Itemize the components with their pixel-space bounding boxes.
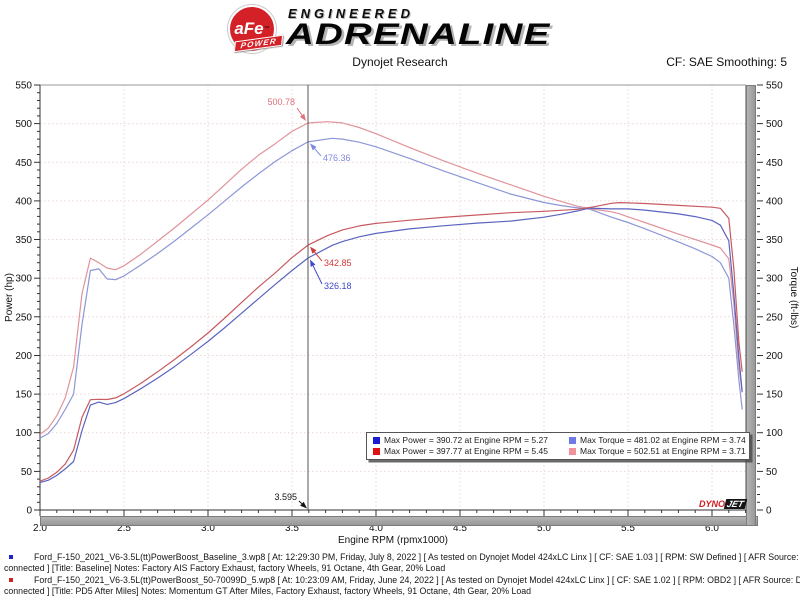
svg-text:100: 100 bbox=[15, 428, 32, 439]
svg-text:500.78: 500.78 bbox=[267, 97, 295, 107]
svg-text:2.0: 2.0 bbox=[33, 523, 47, 534]
svg-text:450: 450 bbox=[766, 158, 783, 169]
svg-text:200: 200 bbox=[15, 351, 32, 362]
trademark-symbol: ™ bbox=[263, 26, 270, 32]
svg-text:2.5: 2.5 bbox=[117, 523, 131, 534]
svg-text:50: 50 bbox=[21, 467, 33, 478]
svg-text:400: 400 bbox=[15, 196, 32, 207]
legend-item-max-power-baseline: Max Power = 390.72 at Engine RPM = 5.27 bbox=[373, 435, 569, 445]
svg-text:326.18: 326.18 bbox=[324, 281, 352, 291]
svg-text:150: 150 bbox=[766, 390, 783, 401]
chart-title: Dynojet Research bbox=[352, 55, 448, 69]
run-description-baseline: Ford_F-150_2021_V6-3.5L(tt)PowerBoost_Ba… bbox=[4, 552, 800, 575]
svg-text:4.5: 4.5 bbox=[453, 523, 467, 534]
svg-text:100: 100 bbox=[766, 428, 783, 439]
svg-text:342.85: 342.85 bbox=[324, 258, 352, 268]
run-line: Ford_F-150_2021_V6-3.5L(tt)PowerBoost_50… bbox=[34, 574, 800, 585]
horizontal-scrollbar[interactable] bbox=[40, 516, 758, 526]
legend-text: Max Power = 397.77 at Engine RPM = 5.45 bbox=[384, 446, 548, 456]
svg-text:400: 400 bbox=[766, 196, 783, 207]
svg-text:550: 550 bbox=[766, 81, 783, 92]
svg-text:5.0: 5.0 bbox=[537, 523, 551, 534]
run-line: Ford_F-150_2021_V6-3.5L(tt)PowerBoost_Ba… bbox=[34, 552, 800, 562]
svg-text:250: 250 bbox=[15, 312, 32, 323]
svg-text:0: 0 bbox=[766, 506, 772, 517]
svg-text:6.0: 6.0 bbox=[705, 523, 719, 534]
svg-text:550: 550 bbox=[15, 81, 32, 92]
svg-text:3.5: 3.5 bbox=[285, 523, 299, 534]
legend-item-max-power-afe: Max Power = 397.77 at Engine RPM = 5.45 bbox=[373, 446, 569, 456]
svg-text:500: 500 bbox=[15, 119, 32, 130]
run-bullet-afe bbox=[9, 577, 13, 582]
svg-text:350: 350 bbox=[15, 235, 32, 246]
afe-logo-text: aFe bbox=[234, 19, 264, 38]
svg-text:200: 200 bbox=[766, 351, 783, 362]
legend-text: Max Torque = 481.02 at Engine RPM = 3.74 bbox=[580, 435, 746, 445]
svg-text:Power (hp): Power (hp) bbox=[4, 273, 15, 322]
logo-adrenaline-text: ADRENALINE bbox=[286, 18, 551, 51]
run-bullet-baseline bbox=[9, 555, 13, 559]
logo-engineered-text: ENGINEERED bbox=[288, 6, 414, 21]
svg-text:Torque (ft-lbs): Torque (ft-lbs) bbox=[788, 267, 799, 329]
svg-text:3.595: 3.595 bbox=[274, 492, 297, 502]
afe-power-logo: aFe ™ POWER ENGINEERED ADRENALINE bbox=[228, 4, 578, 54]
legend-swatch-power-baseline bbox=[373, 436, 380, 444]
svg-text:5.5: 5.5 bbox=[621, 523, 635, 534]
legend-text: Max Power = 390.72 at Engine RPM = 5.27 bbox=[384, 435, 548, 445]
svg-text:0: 0 bbox=[26, 506, 32, 517]
max-values-legend: Max Power = 390.72 at Engine RPM = 5.27 … bbox=[366, 432, 750, 460]
legend-text: Max Torque = 502.51 at Engine RPM = 3.71 bbox=[580, 446, 746, 456]
svg-text:350: 350 bbox=[766, 235, 783, 246]
dynojet-watermark-dyno: DYNO bbox=[699, 499, 726, 509]
smoothing-setting-label: CF: SAE Smoothing: 5 bbox=[666, 55, 787, 69]
svg-text:250: 250 bbox=[766, 312, 783, 323]
dynojet-watermark-jet: JET bbox=[723, 499, 747, 509]
svg-text:300: 300 bbox=[15, 274, 32, 285]
svg-text:150: 150 bbox=[15, 390, 32, 401]
legend-swatch-power-afe bbox=[373, 447, 380, 455]
run-line: connected ] [Title: PD5 After Miles] Not… bbox=[4, 586, 532, 597]
vertical-scrollbar[interactable] bbox=[746, 85, 756, 526]
run-descriptions: Ford_F-150_2021_V6-3.5L(tt)PowerBoost_Ba… bbox=[4, 552, 800, 598]
legend-swatch-torque-afe bbox=[569, 447, 576, 455]
svg-text:50: 50 bbox=[766, 467, 778, 478]
svg-text:4.0: 4.0 bbox=[369, 523, 383, 534]
svg-text:500: 500 bbox=[766, 119, 783, 130]
svg-text:Engine RPM (rpmx1000): Engine RPM (rpmx1000) bbox=[338, 535, 448, 546]
legend-swatch-torque-baseline bbox=[569, 436, 576, 444]
run-description-afe: Ford_F-150_2021_V6-3.5L(tt)PowerBoost_50… bbox=[4, 574, 800, 598]
dynojet-watermark: DYNOJET bbox=[699, 499, 747, 509]
svg-text:450: 450 bbox=[15, 158, 32, 169]
svg-text:3.0: 3.0 bbox=[201, 523, 215, 534]
run-line: connected ] [Title: Baseline] Notes: Fac… bbox=[4, 563, 446, 574]
svg-text:300: 300 bbox=[766, 274, 783, 285]
legend-item-max-torque-baseline: Max Torque = 481.02 at Engine RPM = 3.74 bbox=[569, 435, 746, 445]
legend-item-max-torque-afe: Max Torque = 502.51 at Engine RPM = 3.71 bbox=[569, 446, 746, 456]
svg-text:476.36: 476.36 bbox=[323, 153, 351, 163]
